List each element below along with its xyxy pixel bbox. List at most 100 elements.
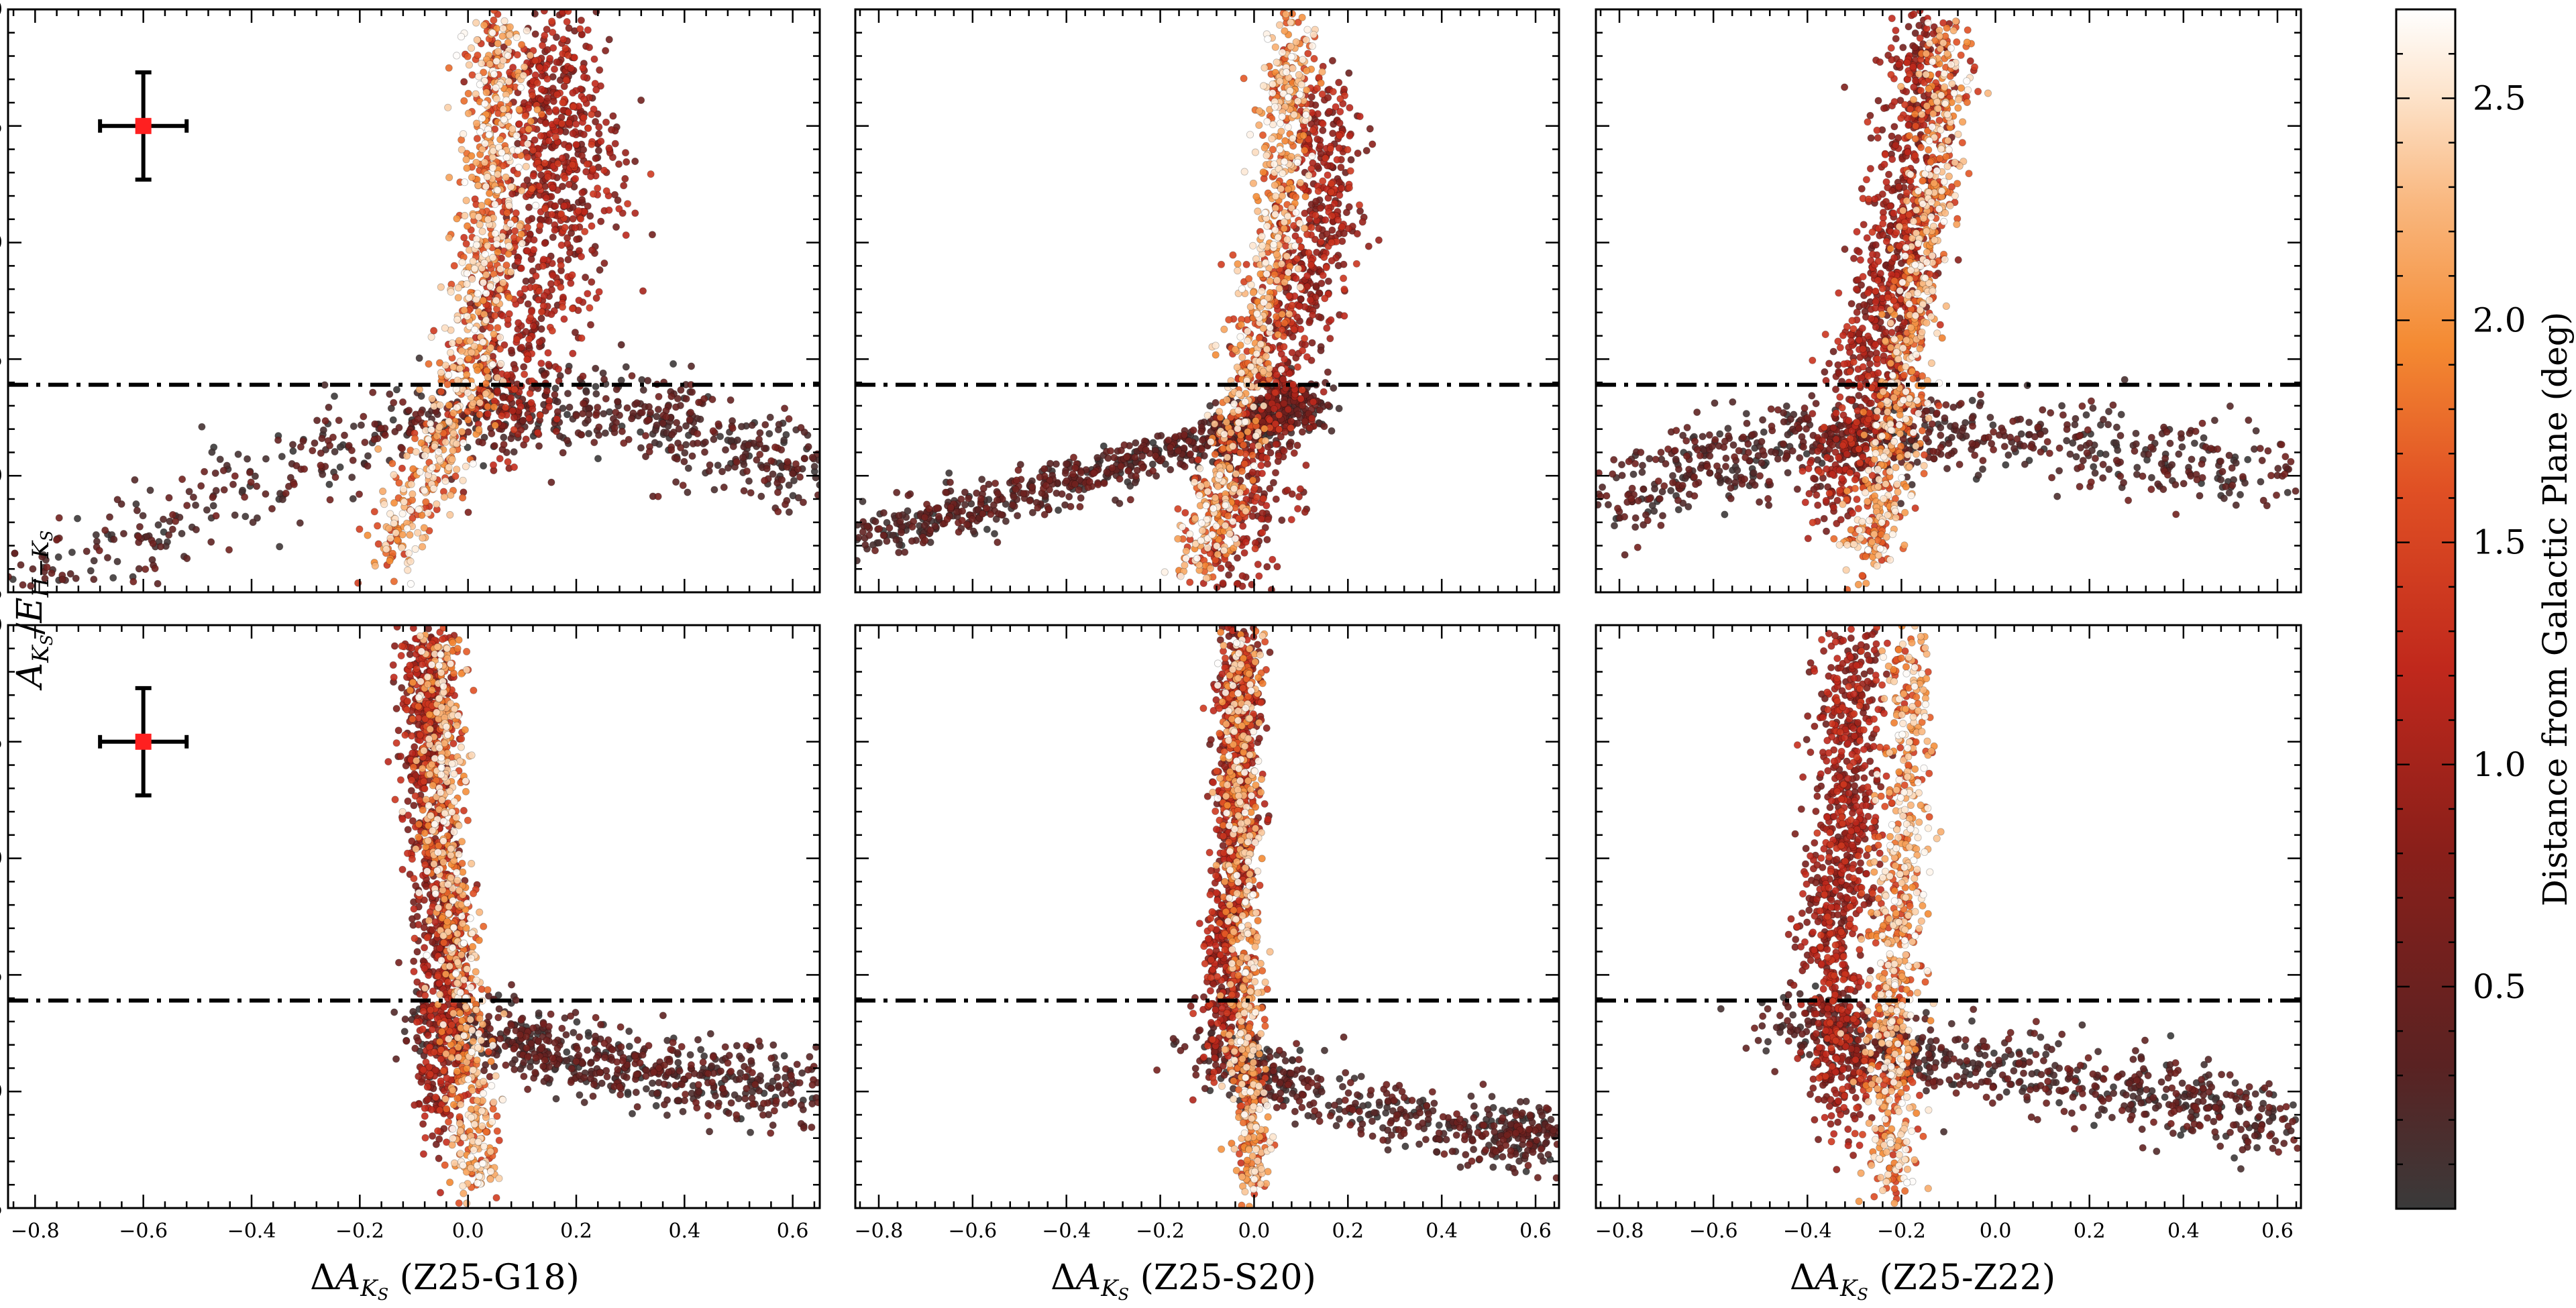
scatter-point (491, 200, 499, 209)
scatter-point (1262, 352, 1270, 360)
scatter-point (551, 226, 559, 234)
scatter-point (1203, 411, 1212, 419)
scatter-point (55, 514, 63, 522)
scatter-point (596, 266, 604, 274)
scatter-point (499, 105, 507, 113)
scatter-point (1338, 184, 1346, 193)
scatter-point (600, 259, 608, 267)
scatter-point (673, 455, 682, 463)
scatter-point (460, 178, 469, 186)
scatter-point (1238, 369, 1246, 377)
scatter-point (1366, 125, 1374, 133)
scatter-point (2082, 411, 2090, 419)
scatter-point (136, 523, 144, 531)
scatter-point (1330, 384, 1338, 392)
scatter-point (505, 293, 513, 302)
scatter-point (1305, 249, 1313, 257)
scatter-point (1313, 135, 1322, 144)
scatter-point (871, 547, 879, 555)
scatter-point (547, 17, 556, 25)
scatter-point (1280, 447, 1288, 455)
scatter-point (572, 120, 580, 128)
scatter-point (1269, 89, 1277, 97)
scatter-point (897, 529, 906, 537)
scatter-point (1071, 480, 1079, 488)
y-tick-label: 0.5 (0, 581, 3, 604)
scatter-point (398, 531, 407, 539)
scatter-point (518, 239, 527, 248)
scatter-point (1197, 482, 1205, 490)
scatter-point (641, 431, 650, 440)
scatter-point (502, 96, 511, 104)
scatter-point (740, 460, 748, 469)
scatter-point (1285, 370, 1293, 378)
scatter-point (109, 574, 117, 582)
scatter-point (1264, 443, 1272, 451)
scatter-point (505, 31, 514, 39)
scatter-point (771, 443, 780, 451)
scatter-point (421, 486, 429, 495)
scatter-point (1313, 248, 1321, 256)
scatter-point (540, 292, 548, 300)
scatter-point (557, 241, 566, 250)
scatter-point (569, 129, 577, 138)
scatter-point (407, 557, 415, 565)
scatter-point (537, 131, 545, 140)
scatter-point (695, 398, 703, 406)
scatter-point (569, 349, 577, 358)
scatter-point (1197, 445, 1206, 453)
scatter-points (1596, 9, 2300, 592)
scatter-point (1283, 486, 1291, 494)
scatter-point (1319, 119, 1327, 127)
scatter-point (612, 385, 621, 394)
scatter-point (1231, 345, 1239, 353)
scatter-point (1278, 192, 1287, 200)
scatter-point (1303, 25, 1311, 34)
scatter-point (920, 513, 929, 521)
scatter-point (398, 398, 407, 406)
scatter-point (568, 271, 576, 279)
scatter-point (249, 519, 257, 527)
scatter-point (1236, 488, 1244, 496)
scatter-point (474, 181, 482, 190)
scatter-point (942, 488, 950, 496)
scatter-point (1337, 164, 1345, 172)
scatter-point (859, 528, 867, 536)
scatter-point (785, 415, 793, 423)
scatter-point (590, 55, 598, 63)
scatter-point (1258, 529, 1267, 537)
scatter-point (594, 184, 602, 193)
scatter-point (609, 112, 617, 120)
scatter-point (1264, 515, 1273, 523)
scatter-point (1301, 146, 1309, 154)
scatter-point (1297, 394, 1305, 403)
scatter-point (1202, 574, 1211, 582)
scatter-point (1276, 77, 1284, 85)
scatter-point (485, 189, 494, 197)
scatter-point (1152, 472, 1161, 480)
scatter-point (529, 146, 537, 154)
scatter-point (1340, 85, 1348, 93)
scatter-point (183, 554, 191, 563)
scatter-point (784, 457, 792, 466)
scatter-point (1262, 258, 1270, 267)
scatter-point (290, 480, 298, 488)
scatter-point (586, 304, 594, 312)
scatter-point (461, 211, 469, 220)
scatter-point (572, 412, 580, 420)
scatter-point (1234, 266, 1242, 275)
scatter-point (539, 262, 547, 270)
scatter-point (1014, 512, 1022, 520)
scatter-point (602, 118, 610, 126)
scatter-point (568, 161, 577, 169)
scatter-point (1294, 97, 1302, 105)
scatter-point (1335, 404, 1343, 413)
scatter-point (682, 394, 690, 403)
error-bar-marker (98, 70, 189, 182)
scatter-point (1328, 180, 1336, 188)
scatter-point (1227, 429, 1235, 437)
scatter-point (52, 536, 61, 544)
scatter-point (700, 394, 708, 403)
scatter-point (496, 333, 504, 341)
scatter-point (95, 547, 103, 555)
